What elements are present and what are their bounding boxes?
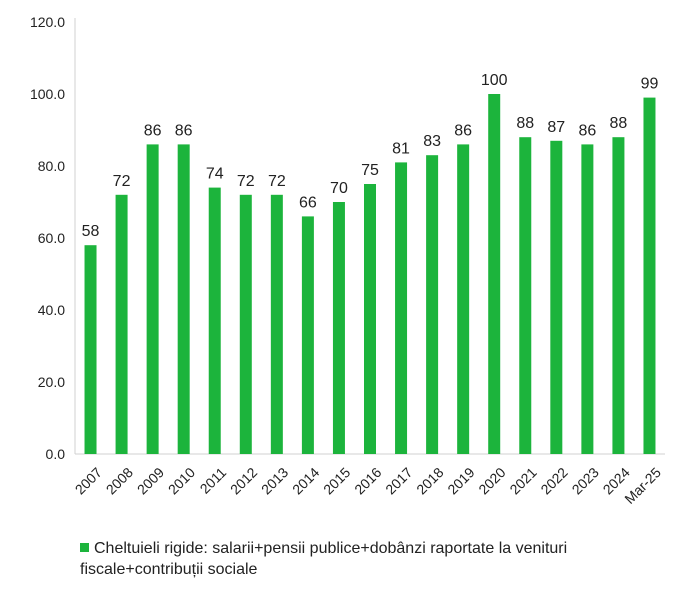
y-tick-label: 120.0: [30, 14, 65, 30]
data-label: 66: [299, 194, 317, 211]
bar: [643, 97, 656, 454]
data-label: 72: [113, 173, 131, 190]
data-label: 83: [423, 133, 441, 150]
x-tick-label: 2016: [351, 464, 384, 497]
bar: [364, 184, 376, 454]
data-label: 72: [268, 173, 286, 190]
x-tick-label: 2019: [444, 464, 477, 497]
data-label: 72: [237, 173, 255, 190]
bar: [146, 144, 159, 454]
data-label: 70: [330, 180, 348, 197]
bar: [301, 216, 314, 454]
bar: [488, 94, 501, 454]
x-tick-label: 2013: [258, 464, 291, 497]
y-tick-label: 60.0: [38, 230, 65, 246]
legend-label: Cheltuieli rigide: salarii+pensii public…: [80, 540, 568, 578]
data-label: 88: [610, 115, 628, 132]
bar: [84, 245, 97, 454]
x-tick-label: 2009: [134, 464, 167, 497]
data-label: 87: [547, 119, 565, 136]
data-label: 86: [578, 122, 596, 139]
data-label: 86: [175, 122, 193, 139]
bar: [332, 202, 345, 454]
data-label: 75: [361, 162, 379, 179]
bar-chart: 0.0 20.0 40.0 60.0 80.0 100.0 120.0 58 72 86 86 74…: [30, 14, 665, 507]
x-tick-label: 2018: [413, 464, 446, 497]
bar: [115, 194, 128, 455]
bar: [239, 194, 252, 455]
x-tick-label: 2020: [475, 464, 508, 497]
y-tick-label: 0.0: [46, 446, 66, 462]
x-tick-label: 2022: [537, 464, 570, 497]
y-axis-ticks: 0.0 20.0 40.0 60.0 80.0 100.0 120.0: [30, 14, 65, 462]
data-label: 58: [82, 223, 100, 240]
y-tick-label: 100.0: [30, 86, 65, 102]
data-label: 74: [206, 166, 224, 183]
bar: [519, 137, 532, 454]
x-axis-ticks: 2007200820092010201120122013201420152016…: [72, 464, 664, 507]
y-tick-label: 40.0: [38, 302, 65, 318]
bar: [208, 187, 221, 454]
y-tick-label: 20.0: [38, 374, 65, 390]
x-tick-label: 2007: [72, 464, 105, 497]
x-tick-label: 2010: [165, 464, 198, 497]
x-tick-label: 2023: [569, 464, 602, 497]
data-label: 86: [144, 122, 162, 139]
data-label: 100: [481, 72, 508, 89]
x-tick-label: 2011: [197, 464, 230, 497]
x-tick-label: 2015: [320, 464, 353, 497]
data-label: 86: [454, 122, 472, 139]
bar: [177, 144, 190, 454]
x-tick-label: 2008: [103, 464, 136, 497]
x-tick-label: 2021: [506, 464, 539, 497]
data-label: 88: [516, 115, 534, 132]
legend-swatch-icon: [80, 543, 89, 552]
bar: [270, 194, 283, 455]
x-tick-label: 2014: [289, 464, 322, 497]
bars-group: [84, 94, 656, 455]
bar: [395, 162, 408, 454]
x-tick-label: 2012: [227, 464, 260, 497]
x-tick-label: 2017: [382, 464, 415, 497]
y-tick-label: 80.0: [38, 158, 65, 174]
bar: [550, 140, 563, 455]
legend: Cheltuieli rigide: salarii+pensii public…: [80, 538, 640, 580]
data-label: 99: [641, 76, 659, 93]
bar: [426, 155, 439, 454]
bar: [612, 137, 625, 454]
data-label: 81: [392, 140, 410, 157]
data-labels-group: 58 72 86 86 74 72 72 66 70 75 81 83 86 100 88 87 86 88 99: [82, 72, 659, 240]
bar: [581, 144, 594, 454]
bar: [457, 144, 470, 454]
